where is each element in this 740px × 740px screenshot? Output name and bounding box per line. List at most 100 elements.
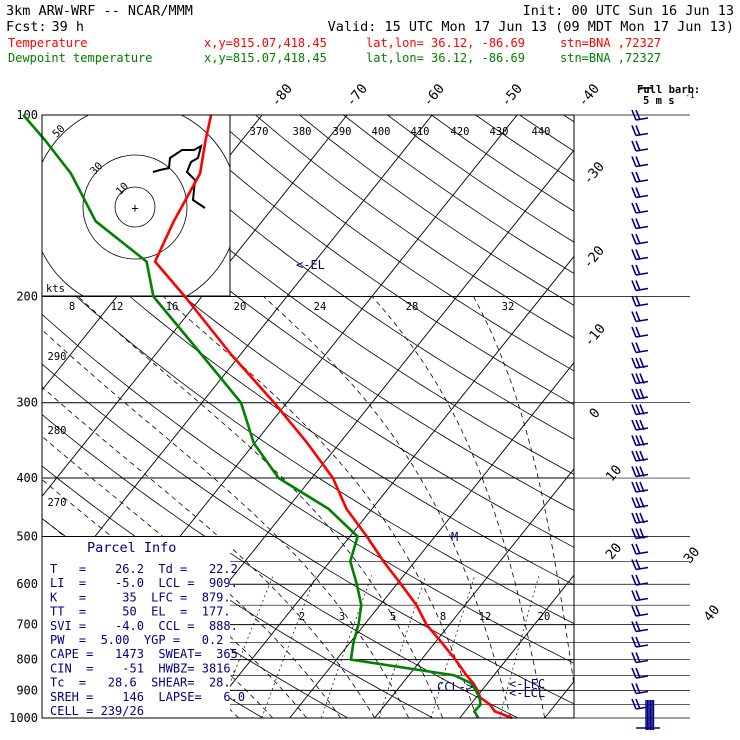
- dry-adiabat-line: [563, 115, 574, 123]
- dewpoint-point: [95, 220, 97, 222]
- init-time: Init: 00 UTC Sun 16 Jun 13: [523, 3, 734, 19]
- dewpoint-legend-label: Dewpoint temperature: [8, 51, 153, 65]
- mixing-ratio-line: [378, 575, 427, 718]
- dewpoint-xy: x,y=815.07,418.45: [204, 51, 327, 65]
- wind-barb: [631, 404, 649, 416]
- dry-adiabat-line: [343, 115, 574, 274]
- isotherm-tick-label: 30: [681, 544, 704, 567]
- wind-barb: [631, 435, 649, 447]
- wind-barb: [631, 140, 649, 152]
- wind-barb: [631, 233, 649, 245]
- temperature-point: [416, 604, 417, 606]
- moist-adiabat-line: [473, 296, 574, 688]
- dewpoint-latlon: lat,lon= 36.12, -86.69: [366, 51, 525, 65]
- theta-tick-label: 430: [490, 126, 509, 138]
- wind-barb: [631, 295, 649, 307]
- wind-barb-surface: [636, 700, 660, 730]
- moist-adiabat-line: [42, 386, 376, 718]
- dewpoint-point: [349, 560, 351, 562]
- wind-barb: [631, 466, 649, 478]
- isotherm-tick-label: -40: [575, 81, 603, 110]
- barb-legend-exponent: -1: [685, 91, 695, 100]
- parcel-info-row: CELL = 239/26: [50, 704, 144, 718]
- parcel-info: Parcel Info T = 26.2 Td = 22.2LI = -5.0 …: [42, 537, 245, 718]
- temperature-point: [489, 704, 491, 706]
- wind-barb: [631, 280, 649, 292]
- temperature-point: [477, 689, 478, 691]
- isotherm-line: [630, 115, 740, 718]
- dry-adiabat-line: [167, 115, 574, 406]
- theta-tick-label: 370: [250, 126, 269, 138]
- moist-adiabat-line: [77, 296, 444, 718]
- dewpoint-point: [70, 172, 72, 174]
- parcel-info-row: SREH = 146 LAPSE= 6.0: [50, 690, 245, 704]
- dewpoint-point: [350, 659, 352, 661]
- wind-barb: [631, 419, 649, 431]
- temperature-point: [426, 624, 427, 626]
- dewpoint-point: [22, 114, 24, 116]
- wind-barb: [631, 373, 649, 385]
- isotherm-tick-label: -30: [580, 159, 608, 188]
- temperature-point: [173, 220, 175, 222]
- mixing-ratio-line: [430, 575, 476, 718]
- wind-barb: [631, 481, 649, 493]
- wind-barb: [631, 528, 649, 540]
- theta-tick-label: 440: [532, 126, 551, 138]
- parcel-info-row: CAPE = 1473 SWEAT= 365: [50, 647, 238, 661]
- barb-legend: Full barb: 5 m s -1: [637, 84, 700, 107]
- temperature-point: [273, 402, 275, 404]
- wind-barb: [631, 450, 649, 462]
- temperature-point: [231, 354, 233, 356]
- pressure-tick-label: 600: [16, 577, 38, 591]
- temperature-point: [472, 682, 474, 684]
- dewpoint-point: [328, 508, 330, 510]
- ccl-marker: CCL->: [437, 680, 473, 694]
- mixing-ratio-tick-label: 20: [538, 611, 551, 623]
- temperature-point: [400, 583, 402, 585]
- dewpoint-point: [278, 477, 279, 479]
- m-marker: M: [451, 530, 458, 544]
- wind-barb: [631, 171, 649, 183]
- theta-tick-label: 410: [411, 126, 430, 138]
- wind-barb: [631, 621, 649, 633]
- isotherm-line: [204, 255, 574, 718]
- mixing-ratio-tick-label: 5: [390, 611, 396, 623]
- dewpoint-point: [253, 442, 255, 444]
- dewpoint-point: [473, 710, 475, 712]
- pressure-tick-label: 200: [16, 290, 38, 304]
- mixing-ratio-line: [320, 575, 373, 718]
- dewpoint-point: [240, 402, 242, 404]
- mixing-ratio-tick-label: 8: [440, 611, 446, 623]
- temperature-point: [366, 536, 368, 537]
- dewpoint-point: [470, 682, 472, 684]
- theta-tick-label: 390: [333, 126, 352, 138]
- mixing-ratio-tick-label: 12: [479, 611, 492, 623]
- dry-adiabat-line: [42, 168, 574, 548]
- mixing-ratio-tick-label: 20: [234, 301, 247, 313]
- pressure-axis-labels: 100 200 300 400 500 600 700 800 900 1000: [9, 108, 38, 725]
- lcl-marker: <-LCL: [509, 686, 545, 700]
- mixing-ratio-tick-label: 32: [502, 301, 515, 313]
- pressure-tick-label: 800: [16, 653, 38, 667]
- mixing-ratio-tick-label: 16: [166, 301, 179, 313]
- wind-barb: [631, 559, 649, 571]
- pressure-tick-label: 400: [16, 471, 38, 485]
- mixing-ratio-labels: 8 12 16 20 24 28 32 2 3 5 8 12 20: [69, 301, 550, 623]
- dewpoint-point: [478, 697, 480, 699]
- wind-barb: [631, 636, 649, 648]
- theta-tick-label: 400: [372, 126, 391, 138]
- temperature-point: [205, 139, 207, 141]
- wind-barb: [631, 512, 649, 524]
- temperature-latlon: lat,lon= 36.12, -86.69: [366, 36, 525, 50]
- parcel-info-row: PW = 5.00 YGP = 0.2: [50, 633, 223, 647]
- dewpoint-point: [356, 583, 358, 585]
- isotherm-tick-label: -50: [498, 81, 526, 110]
- mixing-ratio-tick-label: 12: [111, 301, 124, 313]
- dewpoint-point: [475, 689, 477, 691]
- temperature-point: [306, 442, 308, 444]
- temperature-point: [454, 659, 456, 661]
- dewpoint-stn: stn=BNA ,72327: [560, 51, 661, 65]
- wind-barb: [631, 202, 649, 214]
- fcst-value: 39 h: [51, 19, 84, 35]
- dewpoint-point: [352, 642, 354, 644]
